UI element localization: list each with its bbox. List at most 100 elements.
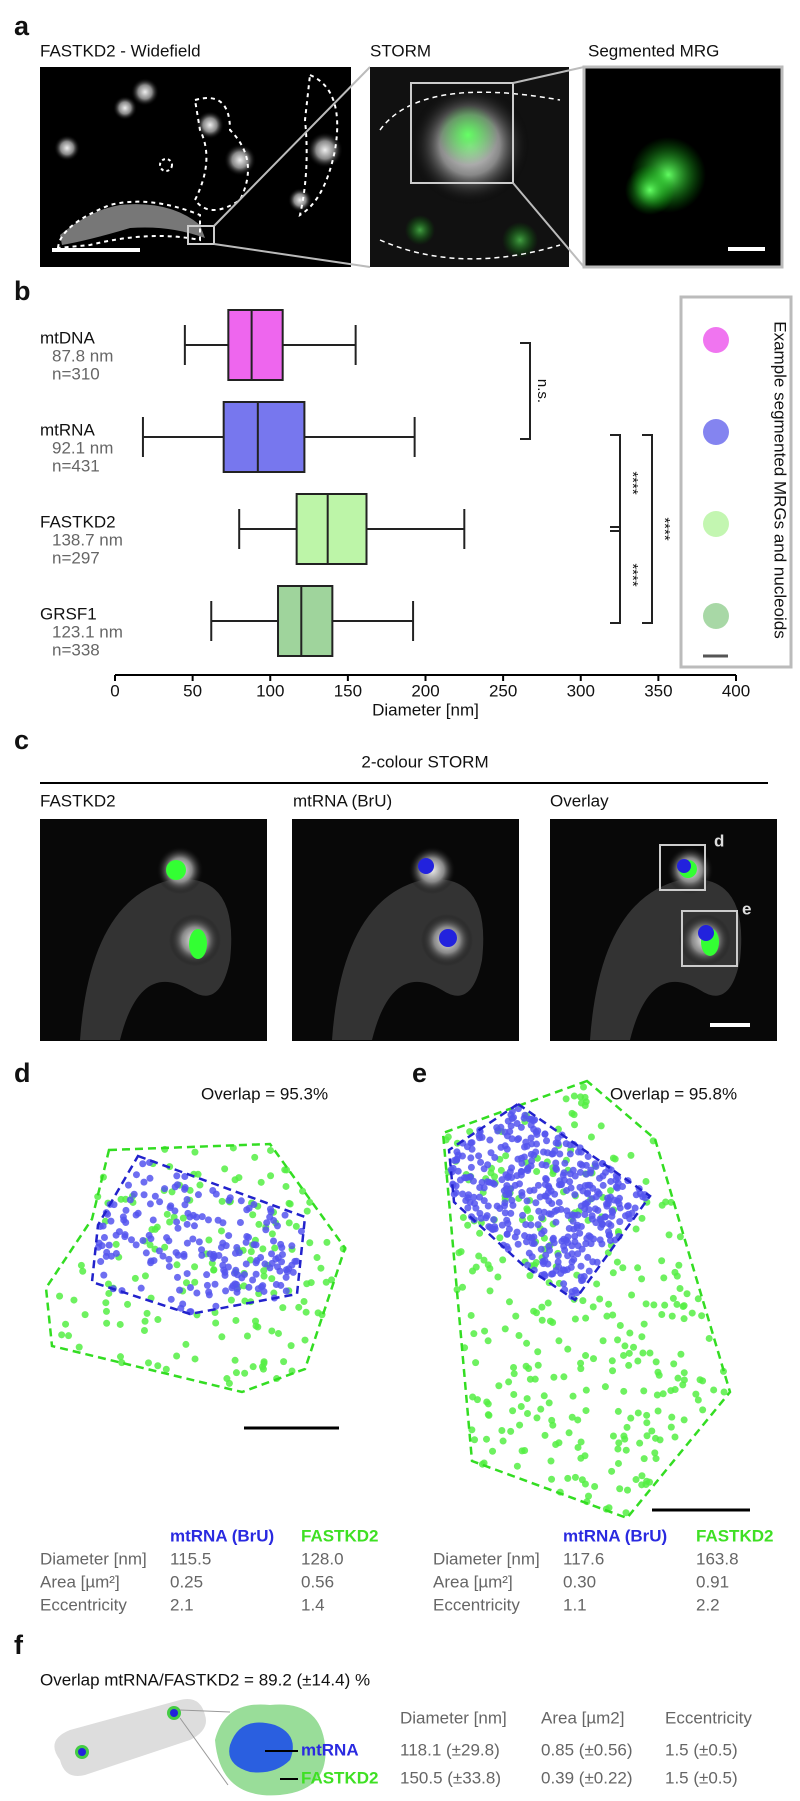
- localization: [573, 1224, 581, 1232]
- localization: [215, 1252, 223, 1260]
- row-label: FASTKD2: [40, 512, 116, 531]
- localization: [612, 1183, 620, 1191]
- localization: [241, 1271, 249, 1279]
- localization: [523, 1165, 531, 1173]
- localization: [300, 1298, 308, 1306]
- localization: [623, 1423, 631, 1431]
- image-caption: mtRNA (BrU): [293, 791, 392, 810]
- localization: [517, 1123, 525, 1131]
- localization: [124, 1181, 132, 1189]
- localization: [613, 1258, 621, 1266]
- localization: [221, 1165, 229, 1173]
- panel-letter: b: [14, 276, 31, 306]
- localization: [589, 1303, 597, 1311]
- localization: [471, 1436, 479, 1444]
- table-value: 117.6: [563, 1549, 604, 1568]
- localization: [288, 1242, 296, 1250]
- localization: [166, 1204, 174, 1212]
- localization: [166, 1218, 174, 1226]
- localization: [535, 1207, 543, 1215]
- localization: [677, 1350, 685, 1358]
- localization: [234, 1271, 242, 1279]
- localization: [531, 1375, 539, 1383]
- localization: [173, 1181, 181, 1189]
- localization: [527, 1115, 535, 1123]
- localization: [607, 1187, 615, 1195]
- localization: [573, 1289, 581, 1297]
- localization: [295, 1303, 303, 1311]
- x-tick-label: 100: [256, 681, 284, 700]
- localization: [626, 1329, 634, 1337]
- localization: [77, 1261, 85, 1269]
- localization: [555, 1439, 563, 1447]
- localization: [328, 1276, 336, 1284]
- localization: [565, 1429, 573, 1437]
- localization: [250, 1201, 258, 1209]
- localization: [534, 1181, 542, 1189]
- localization: [566, 1150, 574, 1158]
- localization: [249, 1363, 257, 1371]
- localization: [550, 1373, 558, 1381]
- localization: [537, 1405, 545, 1413]
- table-value: 163.8: [696, 1549, 739, 1568]
- localization: [154, 1316, 162, 1324]
- localization: [56, 1292, 64, 1300]
- localization: [563, 1207, 571, 1215]
- localization: [288, 1367, 296, 1375]
- localization: [483, 1398, 491, 1406]
- localization: [638, 1214, 646, 1222]
- localization: [577, 1093, 585, 1101]
- localization: [656, 1436, 664, 1444]
- row-label: mtRNA: [40, 420, 95, 439]
- example-mrg: [703, 327, 729, 353]
- localization: [206, 1250, 214, 1258]
- localization: [634, 1409, 642, 1417]
- localization: [555, 1198, 563, 1206]
- localization: [567, 1184, 575, 1192]
- localization: [472, 1204, 480, 1212]
- localization: [625, 1349, 633, 1357]
- localization: [191, 1148, 199, 1156]
- storm-images: [40, 819, 777, 1041]
- localization: [580, 1083, 588, 1091]
- localization: [614, 1336, 622, 1344]
- localization: [205, 1236, 213, 1244]
- localization: [225, 1196, 233, 1204]
- localization: [599, 1337, 607, 1345]
- localization: [720, 1388, 728, 1396]
- row-label: mtDNA: [40, 328, 95, 347]
- localization: [578, 1476, 586, 1484]
- localization: [132, 1171, 140, 1179]
- localization: [640, 1387, 648, 1395]
- localization: [540, 1227, 548, 1235]
- localization: [323, 1238, 331, 1246]
- localization: [585, 1492, 593, 1500]
- localization: [505, 1298, 513, 1306]
- overlap-label: Overlap = 95.3%: [201, 1084, 328, 1103]
- x-tick-label: 250: [489, 681, 517, 700]
- localization: [627, 1151, 635, 1159]
- localization: [628, 1209, 636, 1217]
- localization: [694, 1396, 702, 1404]
- localization: [564, 1252, 572, 1260]
- localization: [235, 1174, 243, 1182]
- localization: [262, 1226, 270, 1234]
- localization: [548, 1200, 556, 1208]
- localization: [521, 1232, 529, 1240]
- example-mrg: [703, 511, 729, 537]
- localization: [102, 1299, 110, 1307]
- localization: [590, 1355, 598, 1363]
- localization: [581, 1211, 589, 1219]
- localization: [607, 1221, 615, 1229]
- panel-title: Overlap mtRNA/FASTKD2 = 89.2 (±14.4) %: [40, 1670, 370, 1689]
- localization: [614, 1445, 622, 1453]
- column-header: FASTKD2: [301, 1526, 378, 1545]
- localization: [100, 1271, 108, 1279]
- localization: [585, 1267, 593, 1275]
- localization: [490, 1216, 498, 1224]
- localization: [141, 1272, 149, 1280]
- localization: [521, 1111, 529, 1119]
- localization: [554, 1134, 562, 1142]
- localization: [283, 1268, 291, 1276]
- box: [227, 309, 284, 381]
